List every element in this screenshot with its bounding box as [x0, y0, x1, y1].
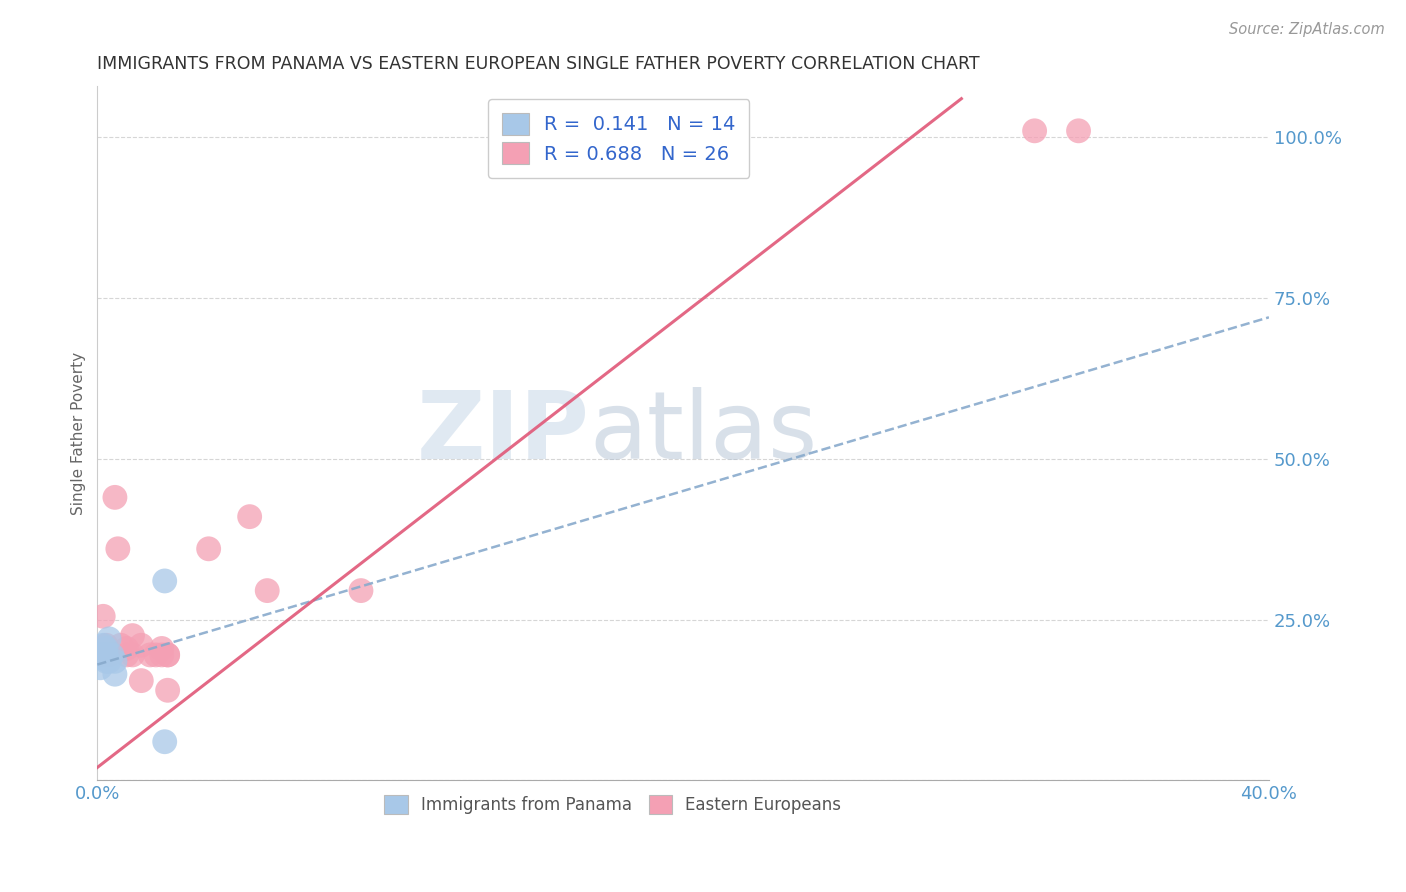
Text: IMMIGRANTS FROM PANAMA VS EASTERN EUROPEAN SINGLE FATHER POVERTY CORRELATION CHA: IMMIGRANTS FROM PANAMA VS EASTERN EUROPE…: [97, 55, 980, 73]
Point: [153, 735, 176, 749]
Point: [91, 609, 114, 624]
Point: [110, 638, 132, 652]
Point: [121, 629, 143, 643]
Point: [98, 648, 121, 662]
Point: [89, 648, 111, 662]
Point: [91, 651, 114, 665]
Point: [94, 648, 117, 662]
Point: [156, 648, 179, 662]
Text: Source: ZipAtlas.com: Source: ZipAtlas.com: [1229, 22, 1385, 37]
Point: [150, 641, 173, 656]
Point: [94, 641, 117, 656]
Point: [256, 583, 278, 598]
Point: [156, 648, 179, 662]
Point: [239, 509, 262, 524]
Point: [139, 648, 162, 662]
Point: [104, 654, 127, 668]
Point: [121, 648, 143, 662]
Legend: Immigrants from Panama, Eastern Europeans: Immigrants from Panama, Eastern European…: [374, 785, 852, 824]
Y-axis label: Single Father Poverty: Single Father Poverty: [72, 351, 86, 515]
Point: [129, 673, 152, 688]
Point: [1024, 124, 1046, 138]
Point: [89, 661, 111, 675]
Point: [101, 648, 124, 662]
Point: [129, 638, 152, 652]
Point: [145, 648, 167, 662]
Point: [104, 491, 127, 505]
Point: [115, 641, 138, 656]
Point: [94, 638, 117, 652]
Point: [107, 541, 129, 556]
Point: [197, 541, 219, 556]
Point: [153, 574, 176, 588]
Point: [1067, 124, 1090, 138]
Point: [350, 583, 373, 598]
Text: ZIP: ZIP: [416, 387, 589, 479]
Point: [94, 654, 117, 668]
Point: [156, 683, 179, 698]
Text: atlas: atlas: [589, 387, 818, 479]
Point: [98, 654, 121, 668]
Point: [115, 648, 138, 662]
Point: [91, 638, 114, 652]
Point: [98, 632, 121, 646]
Point: [89, 648, 111, 662]
Point: [104, 667, 127, 681]
Point: [150, 648, 173, 662]
